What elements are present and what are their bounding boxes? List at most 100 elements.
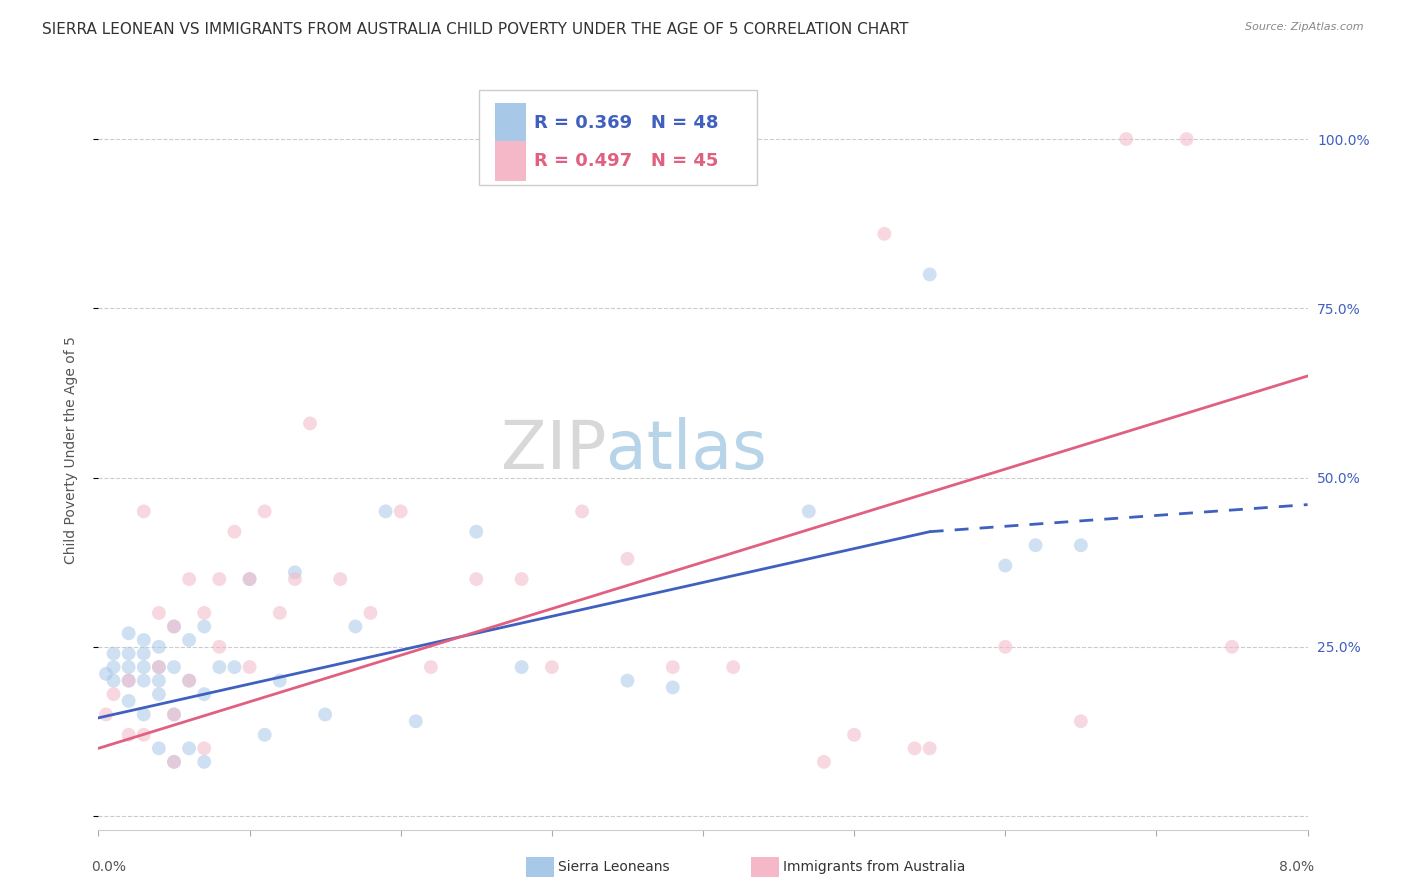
Point xyxy=(179,673,201,688)
Point xyxy=(873,227,896,241)
Text: 8.0%: 8.0% xyxy=(1279,860,1315,874)
Point xyxy=(374,504,396,518)
Point xyxy=(193,606,215,620)
Point xyxy=(616,673,638,688)
Point xyxy=(1115,132,1137,146)
Point xyxy=(661,681,683,695)
Point xyxy=(94,707,117,722)
Point xyxy=(132,633,155,648)
Point xyxy=(103,647,125,661)
Point xyxy=(148,687,170,701)
Point xyxy=(179,633,201,648)
Point xyxy=(239,572,262,586)
Y-axis label: Child Poverty Under the Age of 5: Child Poverty Under the Age of 5 xyxy=(63,336,77,565)
Point xyxy=(389,504,412,518)
Point xyxy=(118,673,141,688)
Point xyxy=(224,660,246,674)
Point xyxy=(224,524,246,539)
Point xyxy=(844,728,866,742)
Point xyxy=(132,728,155,742)
Point xyxy=(616,551,638,566)
FancyBboxPatch shape xyxy=(479,90,758,186)
Point xyxy=(148,660,170,674)
Text: atlas: atlas xyxy=(606,417,768,483)
Point xyxy=(193,687,215,701)
Point xyxy=(314,707,336,722)
Point xyxy=(1025,538,1047,552)
Point xyxy=(420,660,443,674)
Point xyxy=(994,558,1017,573)
Point xyxy=(103,673,125,688)
Text: Source: ZipAtlas.com: Source: ZipAtlas.com xyxy=(1246,22,1364,32)
Point xyxy=(510,572,533,586)
FancyBboxPatch shape xyxy=(495,103,526,143)
Point xyxy=(148,741,170,756)
Point xyxy=(239,660,262,674)
Point xyxy=(1220,640,1243,654)
Point xyxy=(193,619,215,633)
Point xyxy=(148,673,170,688)
Point xyxy=(329,572,352,586)
Point xyxy=(465,524,488,539)
Point xyxy=(571,504,593,518)
Point xyxy=(797,504,820,518)
Point xyxy=(1175,132,1198,146)
Point xyxy=(405,714,427,729)
Point xyxy=(661,660,683,674)
Point xyxy=(239,572,262,586)
Point xyxy=(132,660,155,674)
Point xyxy=(904,741,927,756)
Point xyxy=(208,660,231,674)
Point xyxy=(253,728,276,742)
Text: SIERRA LEONEAN VS IMMIGRANTS FROM AUSTRALIA CHILD POVERTY UNDER THE AGE OF 5 COR: SIERRA LEONEAN VS IMMIGRANTS FROM AUSTRA… xyxy=(42,22,908,37)
Point xyxy=(1070,538,1092,552)
Point xyxy=(148,606,170,620)
FancyBboxPatch shape xyxy=(495,141,526,180)
Point xyxy=(163,755,186,769)
Point xyxy=(1070,714,1092,729)
Point xyxy=(163,619,186,633)
Point xyxy=(723,660,745,674)
Point xyxy=(179,673,201,688)
Point xyxy=(344,619,367,633)
Point xyxy=(118,647,141,661)
Point xyxy=(299,417,322,431)
Point xyxy=(540,660,562,674)
Point xyxy=(918,268,941,282)
Point xyxy=(132,673,155,688)
Point xyxy=(163,707,186,722)
Point xyxy=(118,728,141,742)
Point xyxy=(163,660,186,674)
Text: R = 0.497   N = 45: R = 0.497 N = 45 xyxy=(534,152,718,169)
Point xyxy=(118,694,141,708)
Text: Immigrants from Australia: Immigrants from Australia xyxy=(783,860,966,874)
Text: ZIP: ZIP xyxy=(501,417,606,483)
Text: Sierra Leoneans: Sierra Leoneans xyxy=(558,860,669,874)
Point xyxy=(284,566,307,580)
Point xyxy=(193,755,215,769)
Point xyxy=(118,626,141,640)
Text: R = 0.369   N = 48: R = 0.369 N = 48 xyxy=(534,114,718,132)
Point xyxy=(163,755,186,769)
Point xyxy=(269,606,291,620)
Point xyxy=(94,666,117,681)
Point xyxy=(465,572,488,586)
Point xyxy=(208,572,231,586)
Point xyxy=(132,647,155,661)
Point xyxy=(103,687,125,701)
Point xyxy=(163,619,186,633)
Point xyxy=(208,640,231,654)
Point xyxy=(813,755,835,769)
Point xyxy=(118,660,141,674)
Point xyxy=(148,640,170,654)
Point xyxy=(132,504,155,518)
Point xyxy=(103,660,125,674)
Point xyxy=(253,504,276,518)
Point xyxy=(179,741,201,756)
Point xyxy=(193,741,215,756)
Point xyxy=(918,741,941,756)
Point xyxy=(132,707,155,722)
Point xyxy=(269,673,291,688)
Point xyxy=(148,660,170,674)
Point xyxy=(179,572,201,586)
